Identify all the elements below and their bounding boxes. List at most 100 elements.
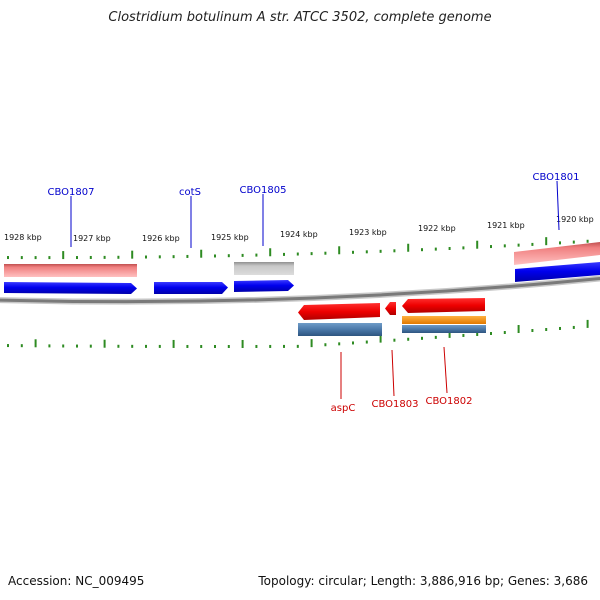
genome-backbone-core (0, 276, 600, 304)
minor-tick (545, 327, 548, 331)
minor-tick (62, 344, 65, 348)
major-tick (62, 251, 65, 260)
minor-tick (393, 338, 396, 342)
gene-box[interactable] (298, 323, 382, 336)
minor-tick (172, 255, 175, 259)
minor-tick (200, 344, 203, 348)
minor-tick (255, 253, 258, 257)
minor-tick (338, 342, 341, 346)
minor-tick (324, 343, 327, 347)
minor-tick (503, 244, 506, 248)
major-tick (379, 334, 382, 343)
major-tick (34, 339, 37, 348)
major-tick (407, 243, 410, 252)
tick-row-bottom (7, 319, 589, 348)
gene-label-cbo1807[interactable]: CBO1807 (48, 187, 95, 198)
gene-box[interactable] (514, 242, 600, 265)
gene-arrow[interactable] (298, 303, 380, 320)
gene-arrow[interactable] (402, 298, 485, 313)
gene-leader-line (443, 346, 448, 394)
gene-box[interactable] (234, 262, 294, 275)
minor-tick (490, 331, 492, 335)
minor-tick (76, 344, 78, 348)
minor-tick (448, 246, 451, 250)
tick-row-top (7, 237, 589, 260)
gene-leader-line (556, 180, 560, 231)
minor-tick (186, 344, 189, 348)
gene-label-cbo1801[interactable]: CBO1801 (533, 172, 580, 183)
major-tick (103, 339, 106, 348)
gene-arrow[interactable] (385, 302, 396, 315)
minor-tick (531, 329, 534, 333)
gene-label-cots[interactable]: cotS (179, 187, 201, 198)
gene-arrow[interactable] (154, 282, 228, 294)
major-tick (586, 319, 589, 328)
major-tick (200, 249, 203, 258)
major-tick (131, 250, 134, 259)
minor-tick (324, 251, 327, 255)
minor-tick (490, 245, 492, 249)
kbp-label: 1926 kbp (142, 234, 180, 243)
gene-box[interactable] (4, 264, 137, 277)
minor-tick (158, 344, 161, 348)
minor-tick (117, 344, 120, 348)
minor-tick (586, 239, 589, 243)
minor-tick (365, 340, 368, 344)
kbp-label: 1922 kbp (418, 224, 456, 233)
major-tick (310, 339, 313, 348)
minor-tick (20, 344, 23, 348)
gene-leader-line (391, 349, 395, 397)
genome-stats-text: Topology: circular; Length: 3,886,916 bp… (258, 574, 588, 588)
gene-label-cbo1802[interactable]: CBO1802 (426, 396, 473, 407)
kbp-label: 1928 kbp (4, 233, 42, 242)
minor-tick (462, 246, 465, 250)
major-tick (448, 329, 451, 338)
minor-tick (476, 332, 479, 336)
gene-box[interactable] (402, 316, 486, 324)
minor-tick (283, 344, 285, 348)
minor-tick (227, 254, 230, 258)
gene-arrow[interactable] (234, 280, 294, 292)
kbp-label: 1924 kbp (280, 230, 318, 239)
minor-tick (48, 256, 51, 260)
gene-arrow[interactable] (515, 262, 600, 282)
major-tick (517, 325, 520, 334)
gene-label-cbo1805[interactable]: CBO1805 (240, 185, 287, 196)
gene-arrow[interactable] (4, 282, 137, 294)
kbp-label: 1925 kbp (211, 233, 249, 242)
kbp-label: 1923 kbp (349, 228, 387, 237)
minor-tick (365, 250, 368, 254)
minor-tick (296, 344, 299, 348)
minor-tick (352, 341, 354, 345)
minor-tick (462, 333, 465, 337)
minor-tick (283, 252, 285, 256)
minor-tick (559, 326, 561, 330)
minor-tick (145, 344, 147, 348)
kbp-label: 1920 kbp (556, 215, 594, 224)
minor-tick (131, 344, 134, 348)
accession-text: Accession: NC_009495 (8, 574, 145, 588)
minor-tick (269, 344, 272, 348)
minor-tick (227, 344, 230, 348)
minor-tick (407, 337, 410, 341)
minor-tick (255, 344, 258, 348)
gene-label-aspc[interactable]: aspC (331, 403, 356, 414)
minor-tick (117, 255, 120, 259)
gene-box[interactable] (402, 325, 486, 333)
minor-tick (352, 250, 354, 254)
minor-tick (158, 255, 161, 259)
minor-tick (517, 243, 520, 247)
major-tick (269, 248, 272, 257)
minor-tick (89, 255, 92, 259)
minor-tick (20, 256, 23, 260)
minus-strand-genes (298, 298, 486, 336)
minor-tick (421, 336, 423, 340)
kbp-label: 1921 kbp (487, 221, 525, 230)
minor-tick (214, 254, 216, 258)
gene-label-cbo1803[interactable]: CBO1803 (372, 399, 419, 410)
minor-tick (296, 252, 299, 256)
minor-tick (145, 255, 147, 259)
minor-tick (379, 249, 382, 253)
minor-tick (7, 256, 9, 260)
